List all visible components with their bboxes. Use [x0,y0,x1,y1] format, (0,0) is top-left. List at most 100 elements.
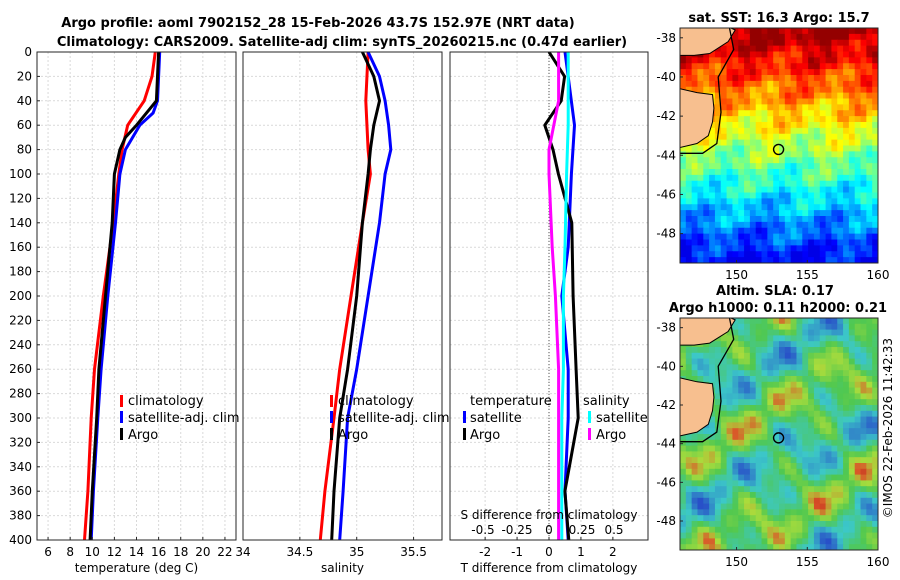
map-x-tick-label: 160 [867,268,890,282]
sla-map-subtitle: Argo h1000: 0.11 h2000: 0.21 [669,301,887,316]
sla-map-title: Altim. SLA: 0.17 [716,284,834,299]
map-frame [679,317,879,551]
map-x-tick-label: 150 [725,555,748,569]
imos-timestamp: ©IMOS 22-Feb-2026 11:42:33 [881,338,895,518]
x-tick-label: 35.5 [400,545,427,559]
y-tick-label: 300 [9,411,32,425]
x-axis-label: T difference from climatology [460,561,638,575]
legend-swatch-s-satellite [588,411,591,423]
temperature-panel: 6 8 10 12 14 16 18 20 22 temperature (deg C) 0 20 40… [9,45,237,575]
series-line-temperature-satellite [560,52,576,540]
map-y-tick-label: -42 [656,398,676,412]
x-tick-label: 12 [107,545,122,559]
legend-satellite: satellite-adj. clim [128,411,240,426]
land-tasmania [680,377,715,437]
difference-legend: temperature satellite Argo salinity sate… [463,394,648,443]
map-y-tick-label: -40 [656,359,676,373]
salinity-legend: climatology satellite-adj. clim Argo [330,394,450,443]
legend-swatch-satellite [120,411,123,423]
legend-s-satellite: satellite [596,411,648,426]
legend-swatch-argo [120,428,123,440]
legend-swatch-t-argo [463,428,466,440]
y-tick-label: 120 [9,191,32,205]
x-tick-label: 6 [44,545,52,559]
map-y-tick-label: -48 [656,514,676,528]
bathymetry-contour [680,318,735,443]
bathymetry-contour [680,28,735,154]
y-tick-label: 160 [9,240,32,254]
series-line-satellite-adj-clim [338,52,393,540]
series-line-argo [330,52,381,540]
legend-swatch-climatology [330,395,333,407]
legend-t-satellite: satellite [470,411,522,426]
s-axis-label: S difference from climatology [461,508,638,522]
x-tick-label: 20 [195,545,210,559]
y-tick-label: 40 [17,94,32,108]
legend-argo: Argo [338,428,368,443]
y-tick-label: 380 [9,509,32,523]
map-y-tick-label: -46 [656,187,676,201]
x-tick-label: 8 [66,545,74,559]
x-axis-label: temperature (deg C) [75,561,198,575]
salinity-panel: 34 34.5 35 35.5 salinity [235,51,443,575]
x-tick-label: 35 [349,545,364,559]
x-tick-label: -1 [511,545,523,559]
y-tick-label: 360 [9,484,32,498]
legend-swatch-argo [330,428,333,440]
sst-map-title: sat. SST: 16.3 Argo: 15.7 [688,11,869,26]
s-tick-label: -0.5 [471,523,494,537]
temperature-legend: climatology satellite-adj. clim Argo [120,394,240,443]
x-tick-label: 10 [85,545,100,559]
map-y-tick-label: -44 [656,437,676,451]
argo-float-marker [772,432,785,444]
x-tick-label: 18 [173,545,188,559]
map-x-tick-label: 155 [796,555,819,569]
series-line-argo [88,52,161,540]
figure-title-line1: Argo profile: aoml 7902152_28 15-Feb-202… [61,16,574,31]
y-tick-label: 320 [9,435,32,449]
x-axis-label: salinity [321,561,364,575]
map-y-tick-label: -42 [656,109,676,123]
y-tick-label: 400 [9,533,32,547]
x-tick-label: 14 [129,545,144,559]
legend-argo: Argo [128,428,158,443]
legend-swatch-t-satellite [463,411,466,423]
legend-satellite: satellite-adj. clim [338,411,450,426]
y-tick-label: 140 [9,216,32,230]
legend-swatch-satellite [330,411,333,423]
s-tick-label: 0.5 [604,523,623,537]
series-line-climatology [318,52,372,540]
sla-map: 150 155 160 -38 -40 -42 -44 -46 -48 [656,317,890,569]
x-tick-label: 2 [609,545,617,559]
y-tick-label: 100 [9,167,32,181]
y-tick-label: 340 [9,460,32,474]
legend-swatch-s-argo [588,428,591,440]
x-tick-label: 1 [577,545,585,559]
y-tick-label: 80 [17,143,32,157]
map-y-tick-label: -44 [656,148,676,162]
y-tick-label: 260 [9,362,32,376]
series-line-climatology [83,52,157,540]
map-x-tick-label: 155 [796,268,819,282]
figure-title-line2: Climatology: CARS2009. Satellite-adj cli… [57,35,627,50]
map-y-tick-label: -46 [656,475,676,489]
axes-frame [242,51,443,541]
y-tick-label: 60 [17,118,32,132]
x-tick-label: 34 [235,545,250,559]
legend-climatology: climatology [128,394,204,409]
series-line-salinity-satellite [560,52,570,540]
y-tick-label: 220 [9,313,32,327]
legend-t-argo: Argo [470,428,500,443]
legend-heading-salinity: salinity [583,394,630,409]
x-tick-label: 16 [151,545,166,559]
x-tick-label: 34.5 [286,545,313,559]
legend-heading-temperature: temperature [470,394,552,409]
map-x-tick-label: 160 [867,555,890,569]
sst-map: 150 155 160 -38 -40 -42 -44 -46 -48 [656,27,890,282]
s-tick-label: 0 [545,523,553,537]
map-x-tick-label: 150 [725,268,748,282]
y-tick-label: 200 [9,289,32,303]
series-line-salinity-argo [547,52,561,540]
y-tick-label: 20 [17,69,32,83]
